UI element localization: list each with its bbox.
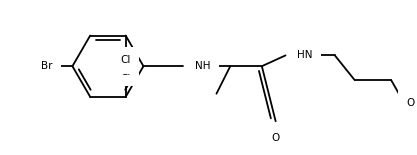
Text: O: O bbox=[271, 133, 280, 143]
Text: Br: Br bbox=[41, 61, 53, 71]
Text: Cl: Cl bbox=[121, 67, 131, 77]
Text: NH: NH bbox=[195, 61, 210, 71]
Text: O: O bbox=[406, 97, 414, 108]
Text: HN: HN bbox=[297, 50, 313, 60]
Text: Cl: Cl bbox=[121, 55, 131, 65]
